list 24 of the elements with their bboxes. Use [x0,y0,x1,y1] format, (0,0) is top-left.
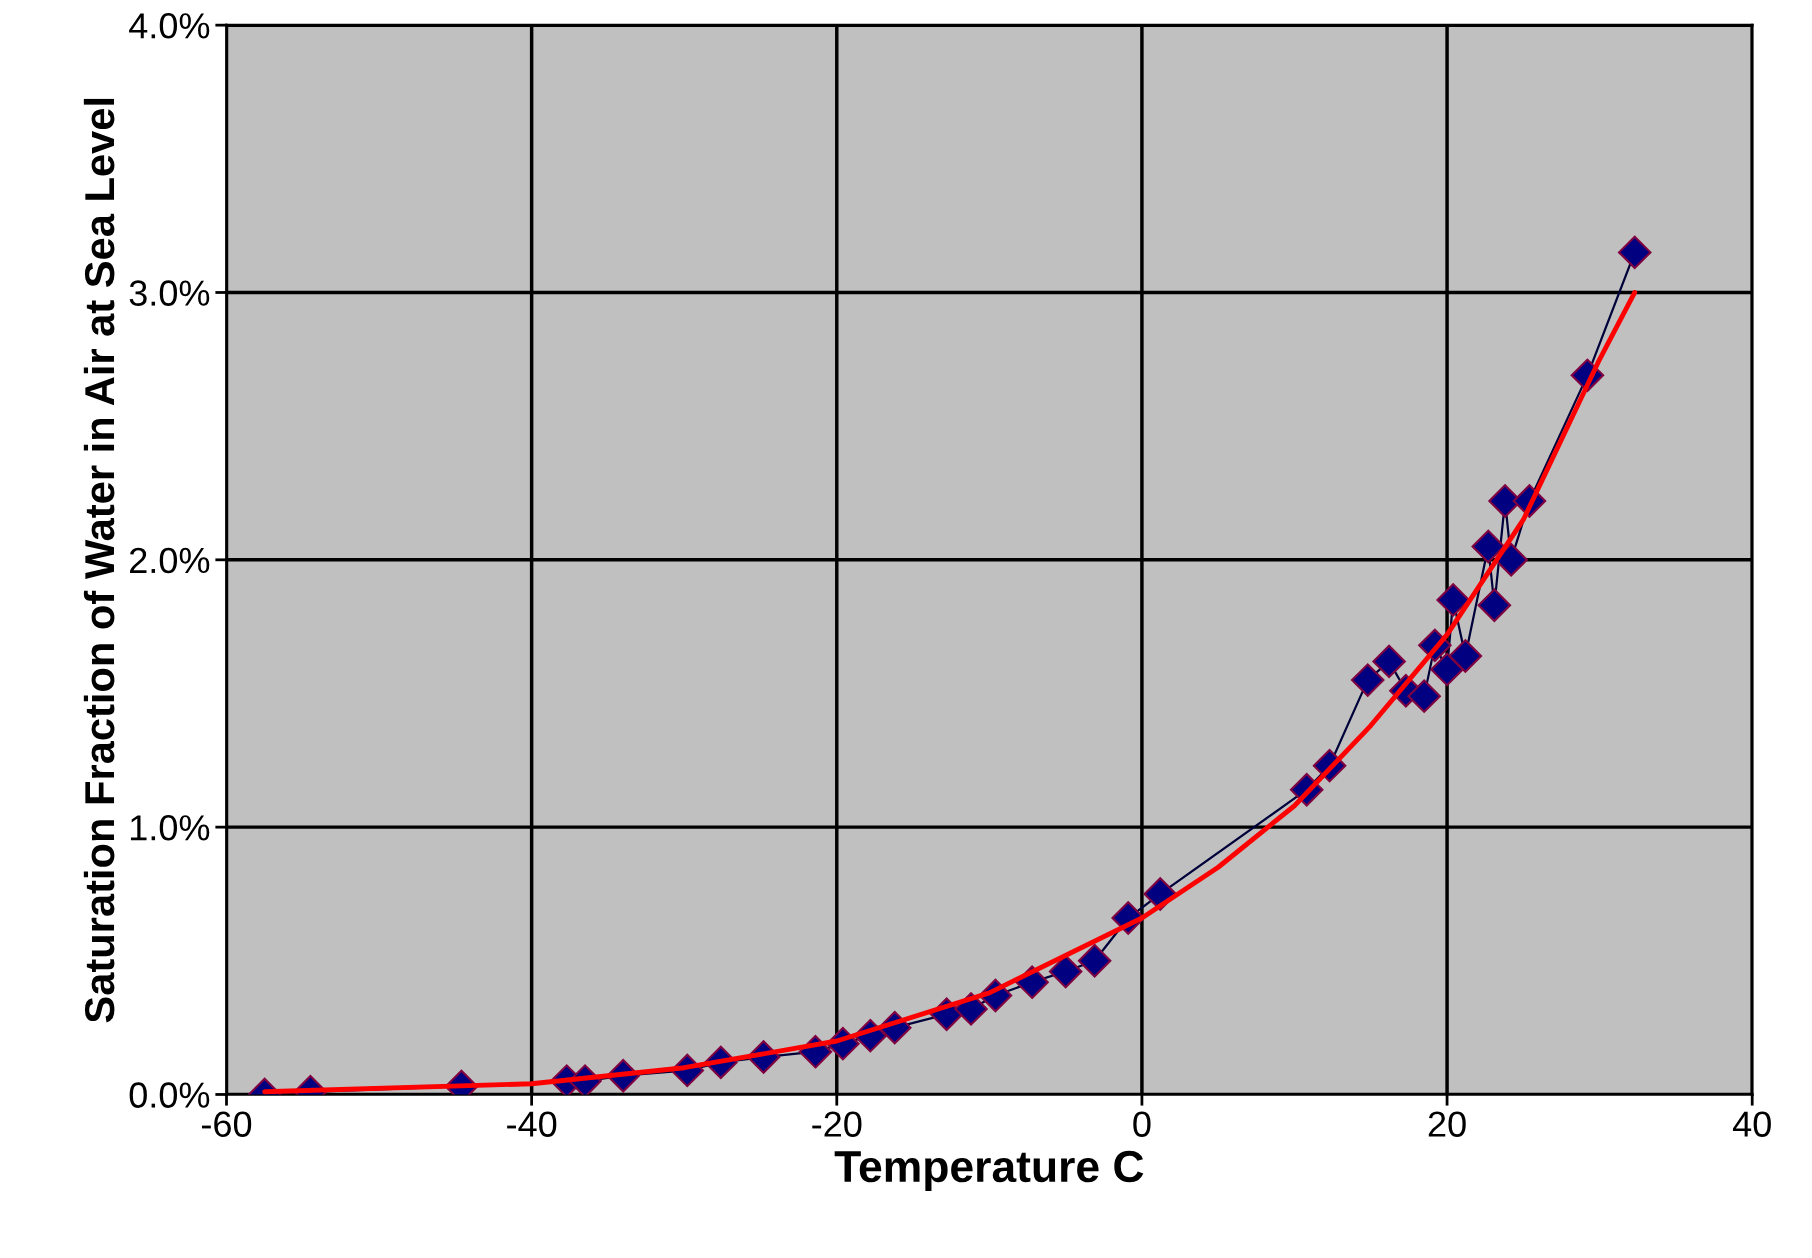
point [1350,663,1385,697]
x-tick-label: -40 [507,1111,557,1137]
x-tick-label: -20 [812,1111,862,1137]
y-tick-label: 0.0% [129,1082,210,1108]
point [1477,588,1512,623]
point [1448,639,1483,673]
x-axis-title: Temperature C [834,1150,1144,1192]
y-tick-label: 4.0% [129,13,210,39]
point [1048,954,1083,989]
y-tick-label: 1.0% [130,815,210,841]
y-tick-label: 2.0% [130,547,210,574]
x-tick-label: -60 [202,1111,252,1137]
point [1617,235,1652,270]
point [1471,529,1506,564]
x-tick-label: 0 [1133,1111,1151,1137]
point [1077,944,1112,978]
point [1430,652,1464,687]
y-axis-title: Saturation Fraction of Water in Air at Sea Level [83,98,115,1023]
x-tick-label: 40 [1732,1111,1771,1137]
y-tick-label: 3.0% [129,280,210,306]
point [1407,679,1441,713]
point [1436,583,1470,617]
point [1372,644,1406,679]
x-tick-label: 20 [1428,1111,1466,1137]
